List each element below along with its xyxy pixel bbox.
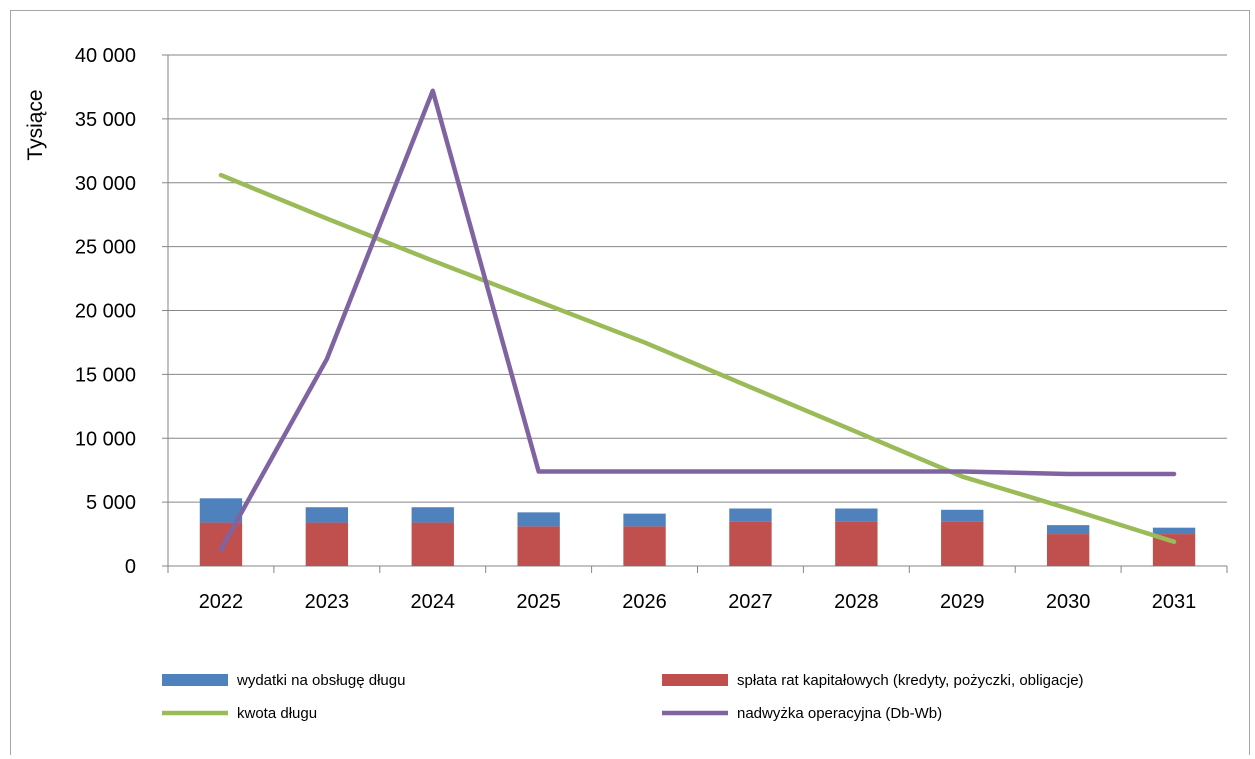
x-tick-label: 2022: [199, 591, 244, 613]
bar-segment: [1046, 534, 1090, 566]
y-tick-label: 15 000: [75, 364, 136, 386]
y-tick-label: 40 000: [75, 45, 136, 67]
legend-label: kwota długu: [237, 705, 317, 722]
series-line: [218, 172, 1177, 544]
bar-segment: [623, 526, 666, 566]
bar-segment: [835, 508, 878, 522]
bar-segment: [199, 522, 243, 566]
legend-swatch: [162, 674, 228, 686]
x-tick-label: 2024: [411, 591, 456, 613]
legend-label: nadwyżka operacyjna (Db-Wb): [737, 705, 942, 722]
y-tick-label: 10 000: [75, 428, 136, 450]
bar-segment: [623, 513, 666, 527]
bar-segment: [729, 508, 772, 522]
y-tick-label: 35 000: [75, 109, 136, 131]
x-tick-label: 2029: [940, 591, 985, 613]
legend-label: spłata rat kapitałowych (kredyty, pożycz…: [737, 672, 1084, 689]
y-tick-label: 0: [125, 556, 136, 578]
x-tick-label: 2030: [1046, 591, 1091, 613]
series-line: [218, 88, 1177, 552]
y-tick-label: 5 000: [86, 492, 136, 514]
bar-segment: [411, 522, 454, 566]
x-tick-label: 2027: [728, 591, 773, 613]
x-tick-label: 2031: [1152, 591, 1197, 613]
bar-segment: [1046, 525, 1090, 535]
bar-segment: [517, 512, 560, 527]
bar-segment: [517, 526, 560, 566]
x-tick-label: 2028: [834, 591, 879, 613]
x-tick-label: 2023: [305, 591, 350, 613]
legend-swatch: [662, 674, 728, 686]
legend-label: wydatki na obsługę długu: [236, 672, 405, 689]
bar-segment: [305, 507, 349, 523]
bar-segment: [729, 521, 772, 566]
bar-segment: [411, 507, 454, 523]
x-tick-label: 2026: [622, 591, 667, 613]
bar-segment: [941, 509, 984, 522]
bar-segment: [199, 498, 243, 523]
bar-segment: [1152, 527, 1196, 535]
y-tick-label: 25 000: [75, 237, 136, 259]
bar-segment: [835, 521, 878, 566]
bar-segment: [941, 521, 984, 566]
y-tick-label: 30 000: [75, 173, 136, 195]
y-axis-title: Tysiące: [24, 89, 47, 160]
y-tick-label: 20 000: [75, 301, 136, 323]
chart-frame: [10, 10, 1250, 755]
bar-segment: [305, 522, 349, 566]
x-tick-label: 2025: [516, 591, 561, 613]
